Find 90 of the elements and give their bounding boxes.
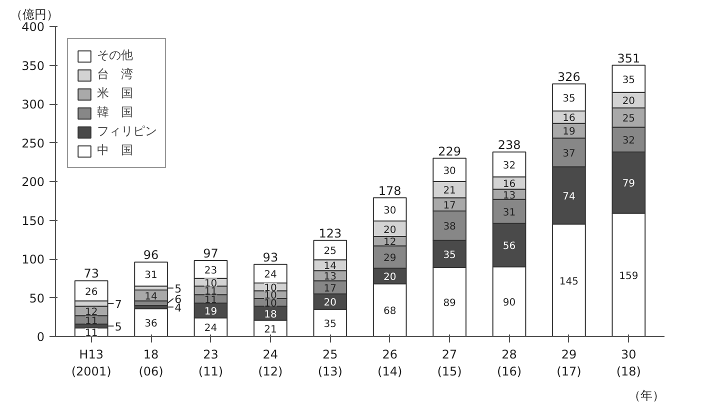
data-label: 159 [619, 270, 638, 282]
data-label: 11 [84, 328, 98, 340]
data-label: 19 [562, 126, 576, 138]
x-tick-label: 26 (14) [378, 348, 402, 378]
data-label: 38 [443, 222, 456, 233]
data-label: 20 [622, 96, 636, 108]
data-label: 5 [174, 282, 182, 296]
data-label: 145 [559, 276, 579, 288]
data-label: 7 [114, 298, 122, 312]
data-label: 68 [383, 306, 396, 318]
data-label: 32 [622, 136, 636, 147]
data-label: 24 [264, 270, 277, 281]
data-label: 11 [84, 316, 98, 327]
data-label: 16 [562, 113, 576, 124]
y-tick-label: 300 [22, 98, 44, 112]
total-label: 93 [262, 250, 278, 264]
total-label: 326 [558, 70, 580, 84]
data-label: 20 [324, 298, 337, 309]
total-label: 73 [84, 266, 99, 281]
x-tick-label: 27 (15) [437, 348, 462, 378]
data-label: 56 [502, 241, 516, 252]
legend-label: フィリピン [97, 123, 157, 140]
total-label: 238 [498, 138, 521, 152]
total-label: 97 [203, 246, 218, 261]
x-tick-label: 25 (13) [318, 348, 342, 378]
data-label: 79 [622, 178, 636, 190]
data-label: 36 [144, 318, 158, 330]
legend-label: 台 湾 [97, 66, 133, 83]
data-label: 89 [443, 298, 456, 310]
data-label: 12 [84, 306, 98, 318]
data-label: 14 [144, 291, 158, 302]
total-label: 351 [617, 51, 640, 66]
data-label: 11 [204, 294, 218, 306]
x-tick-label: 18 (06) [138, 348, 164, 378]
x-tick-label: H13 (2001) [71, 348, 112, 378]
total-label: 229 [438, 144, 462, 158]
y-tick-label: 200 [22, 175, 44, 189]
data-label: 16 [502, 179, 516, 190]
data-label: 25 [324, 246, 337, 258]
y-tick-label: 250 [22, 136, 44, 150]
data-label: 21 [443, 186, 456, 197]
total-label: 96 [143, 248, 159, 262]
data-label: 19 [204, 306, 218, 318]
legend-label: その他 [97, 47, 133, 64]
data-label: 17 [443, 200, 456, 212]
data-label: 31 [502, 207, 516, 218]
data-label: 12 [383, 237, 396, 248]
data-label: 21 [264, 324, 277, 336]
y-tick-label: 50 [29, 291, 45, 306]
y-tick-label: 0 [36, 330, 45, 344]
legend-label: 中 国 [97, 142, 133, 159]
total-label: 123 [318, 226, 342, 240]
data-label: 32 [502, 160, 516, 172]
data-label: 31 [144, 270, 158, 282]
x-tick-label: 24 (12) [258, 348, 283, 378]
data-label: 35 [622, 74, 636, 86]
y-tick-label: 350 [22, 58, 44, 73]
total-label: 178 [378, 184, 402, 198]
data-label: 5 [114, 320, 122, 334]
data-label: 26 [84, 286, 98, 298]
data-label: 90 [502, 298, 516, 309]
data-label: 37 [562, 148, 576, 160]
data-label: 13 [324, 272, 337, 283]
data-label: 30 [443, 166, 456, 177]
x-tick-label: 28 (16) [496, 348, 522, 378]
data-label: 25 [622, 114, 636, 125]
legend-label: 米 国 [97, 85, 133, 102]
y-axis-title: （億円） [10, 8, 58, 22]
legend-label: 韓 国 [97, 104, 133, 121]
data-label: 17 [324, 283, 337, 294]
data-label: 13 [502, 190, 516, 202]
y-tick-label: 400 [22, 20, 44, 34]
data-label: 24 [204, 323, 218, 334]
y-tick-label: 150 [22, 214, 44, 228]
data-label: 18 [264, 309, 277, 320]
x-tick-label: 30 (18) [616, 348, 641, 378]
data-label: 35 [562, 93, 576, 104]
y-tick-label: 100 [22, 252, 44, 266]
data-label: 14 [324, 261, 337, 272]
data-label: 29 [383, 253, 396, 264]
data-label: 30 [383, 205, 396, 216]
data-label: 35 [443, 250, 456, 261]
x-axis-title: （年） [628, 388, 664, 402]
data-label: 20 [383, 224, 396, 236]
data-label: 23 [204, 265, 218, 276]
data-label: 35 [324, 318, 337, 330]
data-label: 20 [383, 272, 396, 284]
data-label: 74 [562, 191, 576, 202]
x-tick-label: 29 (17) [556, 348, 582, 378]
x-tick-label: 23 (11) [198, 348, 224, 378]
